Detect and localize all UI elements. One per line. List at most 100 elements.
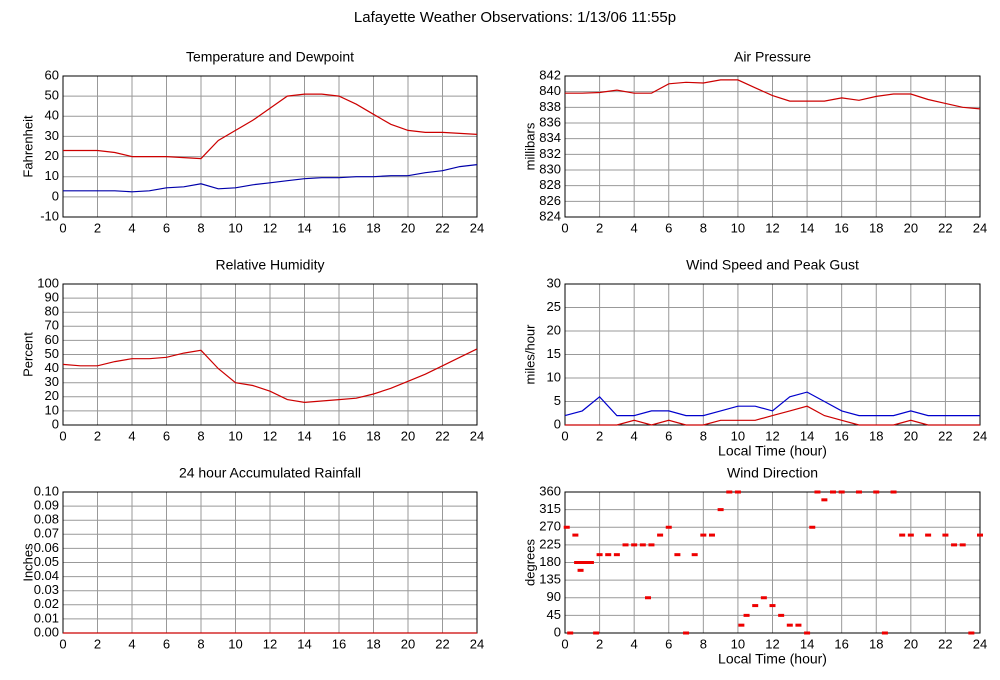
- y-axis-label: degrees: [522, 539, 537, 586]
- x-tick-label: 10: [731, 636, 745, 651]
- y-axis-label: Inches: [20, 543, 35, 582]
- x-tick-label: 2: [94, 428, 101, 443]
- x-tick-label: 14: [800, 636, 814, 651]
- x-tick-label: 4: [631, 428, 638, 443]
- y-tick-label: 100: [37, 275, 59, 290]
- x-tick-label: 16: [834, 428, 848, 443]
- x-tick-label: 14: [297, 428, 311, 443]
- data-point: [959, 543, 966, 547]
- chart-title: Relative Humidity: [216, 257, 325, 273]
- x-tick-label: 16: [834, 220, 848, 235]
- x-tick-label: 0: [561, 220, 568, 235]
- y-tick-label: 830: [539, 161, 561, 176]
- data-point: [760, 596, 767, 600]
- plot-frame: [564, 491, 981, 634]
- y-tick-label: 10: [45, 402, 59, 417]
- data-point: [579, 561, 586, 564]
- y-tick-label: 80: [45, 304, 59, 319]
- x-tick-label: 6: [163, 220, 170, 235]
- x-tick-label: 8: [700, 636, 707, 651]
- data-point: [587, 561, 594, 564]
- x-tick-label: 10: [228, 636, 242, 651]
- x-tick-label: 10: [228, 428, 242, 443]
- x-tick-label: 12: [263, 428, 277, 443]
- x-tick-label: 20: [904, 428, 918, 443]
- x-tick-label: 18: [366, 428, 380, 443]
- data-point: [951, 543, 958, 547]
- plot-frame: [564, 283, 981, 426]
- y-tick-label: 360: [539, 483, 561, 498]
- y-tick-label: 5: [554, 393, 561, 408]
- y-tick-label: -10: [40, 208, 59, 223]
- x-tick-label: 24: [470, 428, 484, 443]
- x-tick-label: 2: [94, 220, 101, 235]
- y-tick-label: 90: [547, 589, 561, 604]
- plot-frame: [62, 283, 478, 426]
- x-tick-label: 12: [765, 428, 779, 443]
- y-tick-label: 10: [547, 369, 561, 384]
- x-tick-label: 18: [366, 636, 380, 651]
- y-tick-label: 225: [539, 536, 561, 551]
- x-tick-label: 16: [332, 220, 346, 235]
- y-tick-label: 840: [539, 83, 561, 98]
- data-point: [648, 543, 655, 547]
- y-tick-label: 30: [547, 275, 561, 290]
- y-tick-label: 40: [45, 108, 59, 123]
- x-tick-label: 14: [297, 636, 311, 651]
- data-point: [804, 631, 811, 635]
- x-tick-label: 0: [59, 428, 66, 443]
- y-tick-label: 838: [539, 99, 561, 114]
- x-tick-label: 22: [435, 636, 449, 651]
- y-tick-label: 60: [45, 67, 59, 82]
- data-line: [62, 348, 478, 404]
- data-point: [622, 543, 629, 547]
- x-tick-label: 22: [435, 428, 449, 443]
- data-line: [565, 79, 981, 110]
- y-axis-label: miles/hour: [522, 324, 537, 385]
- data-point: [717, 508, 724, 512]
- chart-title: Temperature and Dewpoint: [186, 49, 354, 65]
- x-tick-label: 24: [973, 220, 987, 235]
- y-tick-label: 0.02: [34, 596, 59, 611]
- x-tick-label: 4: [631, 636, 638, 651]
- y-tick-label: 0.10: [34, 483, 59, 498]
- x-tick-label: 10: [228, 220, 242, 235]
- x-tick-label: 6: [665, 428, 672, 443]
- y-tick-label: 180: [539, 554, 561, 569]
- x-tick-label: 0: [59, 220, 66, 235]
- x-tick-label: 20: [401, 636, 415, 651]
- x-tick-label: 10: [731, 220, 745, 235]
- data-point: [691, 553, 698, 557]
- x-tick-label: 4: [128, 428, 135, 443]
- chart-title: Wind Speed and Peak Gust: [686, 257, 859, 273]
- data-point: [665, 525, 672, 529]
- data-point: [631, 543, 638, 547]
- data-point: [567, 631, 574, 635]
- x-tick-label: 18: [869, 220, 883, 235]
- data-point: [786, 623, 793, 627]
- x-tick-label: 18: [869, 428, 883, 443]
- y-tick-label: 0: [52, 416, 59, 431]
- y-tick-label: 0.08: [34, 512, 59, 527]
- data-point: [977, 533, 983, 537]
- x-tick-label: 24: [470, 636, 484, 651]
- data-point: [574, 561, 581, 564]
- x-tick-label: 8: [197, 428, 204, 443]
- y-tick-label: 50: [45, 88, 59, 103]
- x-tick-label: 6: [665, 220, 672, 235]
- x-tick-label: 20: [401, 428, 415, 443]
- data-point: [968, 631, 975, 635]
- x-tick-label: 8: [197, 220, 204, 235]
- x-tick-label: 24: [973, 636, 987, 651]
- x-tick-label: 12: [765, 636, 779, 651]
- x-tick-label: 16: [332, 428, 346, 443]
- data-point: [873, 490, 880, 494]
- x-tick-label: 2: [596, 636, 603, 651]
- y-tick-label: 0.04: [34, 568, 59, 583]
- y-tick-label: 0.07: [34, 526, 59, 541]
- y-tick-label: 834: [539, 130, 561, 145]
- x-tick-label: 6: [163, 636, 170, 651]
- x-tick-label: 16: [834, 636, 848, 651]
- x-tick-label: 18: [366, 220, 380, 235]
- x-tick-label: 14: [800, 220, 814, 235]
